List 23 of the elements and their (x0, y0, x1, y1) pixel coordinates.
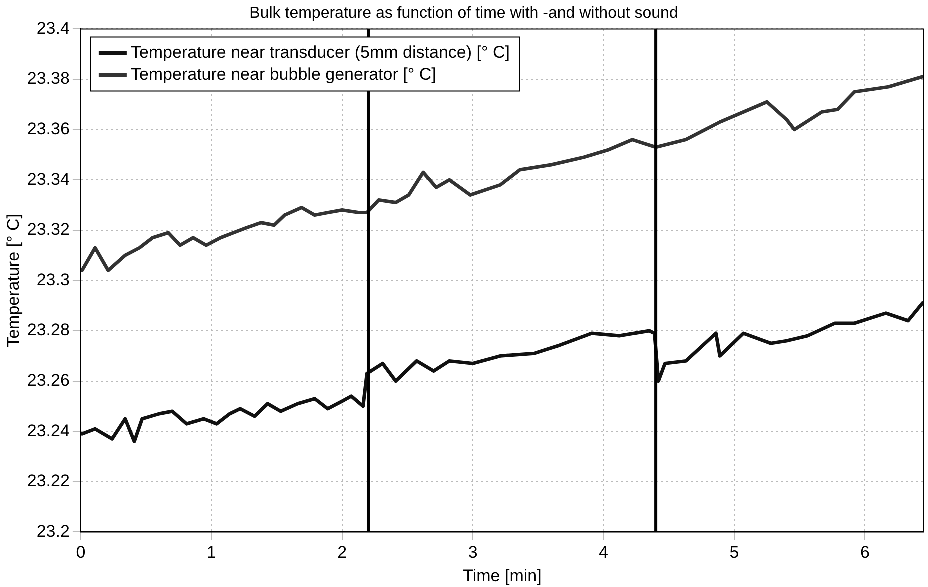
y-axis-title: Temperature [° C] (4, 214, 23, 348)
x-axis-title: Time [min] (463, 566, 542, 586)
y-tick-label: 23.4 (36, 18, 70, 38)
y-tick-label: 23.32 (27, 220, 70, 240)
y-tick-label: 23.2 (36, 522, 70, 541)
x-tick-label: 3 (468, 543, 478, 562)
y-tick-label: 23.38 (27, 69, 70, 88)
x-tick-label: 1 (206, 543, 216, 562)
y-tick-label: 23.34 (27, 170, 70, 189)
y-tick-label: 23.22 (27, 472, 70, 491)
x-tick-label: 0 (76, 543, 86, 562)
x-tick-label: 5 (730, 543, 740, 562)
y-tick-label: 23.28 (27, 320, 70, 340)
chart-title: Bulk temperature as function of time with -and without sound (250, 5, 678, 22)
y-tick-label: 23.24 (27, 421, 70, 440)
y-tick-label: 23.36 (27, 119, 70, 138)
x-tick-label: 4 (599, 543, 609, 562)
x-tick-label: 6 (860, 543, 870, 562)
y-tick-label: 23.3 (36, 270, 70, 290)
x-tick-label: 2 (338, 543, 348, 562)
legend-label: Temperature near bubble generator [° C] (130, 64, 436, 84)
y-tick-label: 23.26 (27, 370, 70, 390)
legend-label: Temperature near transducer (5mm distance) [° C] (130, 42, 510, 62)
